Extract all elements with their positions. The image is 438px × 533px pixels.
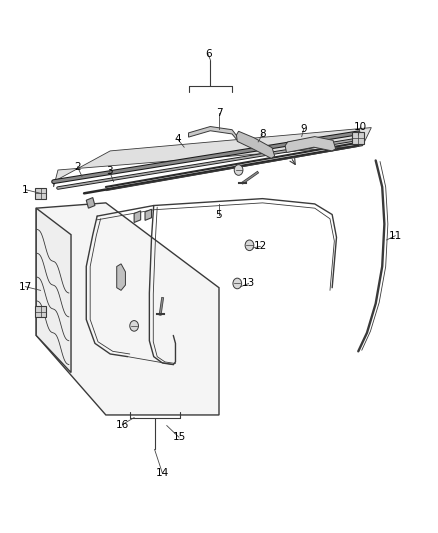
Bar bbox=[352, 132, 364, 144]
Polygon shape bbox=[117, 264, 125, 290]
Polygon shape bbox=[53, 127, 371, 187]
Text: 5: 5 bbox=[215, 209, 223, 220]
Text: 15: 15 bbox=[172, 432, 186, 442]
Text: 9: 9 bbox=[300, 124, 307, 134]
Text: 1: 1 bbox=[22, 184, 28, 195]
Text: 13: 13 bbox=[242, 278, 255, 288]
Polygon shape bbox=[134, 211, 141, 222]
Circle shape bbox=[245, 240, 254, 251]
Polygon shape bbox=[36, 208, 71, 373]
Text: 4: 4 bbox=[174, 134, 181, 144]
Circle shape bbox=[130, 320, 138, 331]
Polygon shape bbox=[237, 131, 275, 158]
Text: 2: 2 bbox=[74, 162, 81, 172]
Polygon shape bbox=[36, 203, 219, 415]
Text: 6: 6 bbox=[205, 50, 212, 59]
Text: 14: 14 bbox=[156, 469, 169, 478]
Bar bbox=[35, 188, 46, 199]
Text: 11: 11 bbox=[389, 231, 402, 241]
Polygon shape bbox=[188, 126, 239, 142]
Polygon shape bbox=[145, 209, 152, 220]
Text: 10: 10 bbox=[354, 122, 367, 132]
Text: 3: 3 bbox=[106, 166, 113, 176]
Circle shape bbox=[234, 165, 243, 175]
Circle shape bbox=[233, 278, 242, 289]
Polygon shape bbox=[86, 198, 95, 208]
Bar bbox=[35, 306, 46, 317]
Polygon shape bbox=[285, 136, 336, 152]
Text: 16: 16 bbox=[116, 419, 129, 430]
Text: 8: 8 bbox=[259, 129, 266, 139]
Text: 12: 12 bbox=[254, 241, 267, 252]
Text: 7: 7 bbox=[215, 108, 223, 118]
Text: 17: 17 bbox=[19, 281, 32, 292]
